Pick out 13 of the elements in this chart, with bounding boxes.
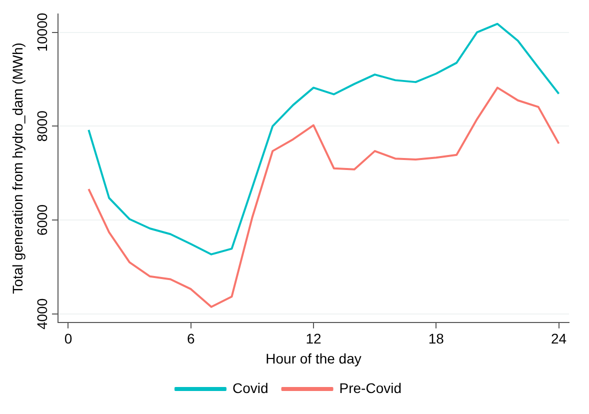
legend-label: Covid: [232, 380, 268, 396]
x-tick-label: 12: [306, 330, 322, 347]
legend-label: Pre-Covid: [339, 380, 402, 396]
x-tick-label: 6: [186, 330, 195, 347]
x-axis-title: Hour of the day: [266, 350, 362, 366]
y-tick-label: 6000: [34, 204, 50, 236]
x-tick-label: 0: [64, 330, 72, 347]
y-tick-label: 4000: [34, 298, 50, 330]
y-tick-label: 8000: [34, 110, 50, 142]
y-tick-label: 10000: [34, 12, 50, 52]
y-axis-title: Total generation from hydro_dam (MWh): [9, 42, 26, 294]
x-tick-label: 18: [428, 330, 444, 347]
x-tick-label: 24: [550, 330, 567, 347]
